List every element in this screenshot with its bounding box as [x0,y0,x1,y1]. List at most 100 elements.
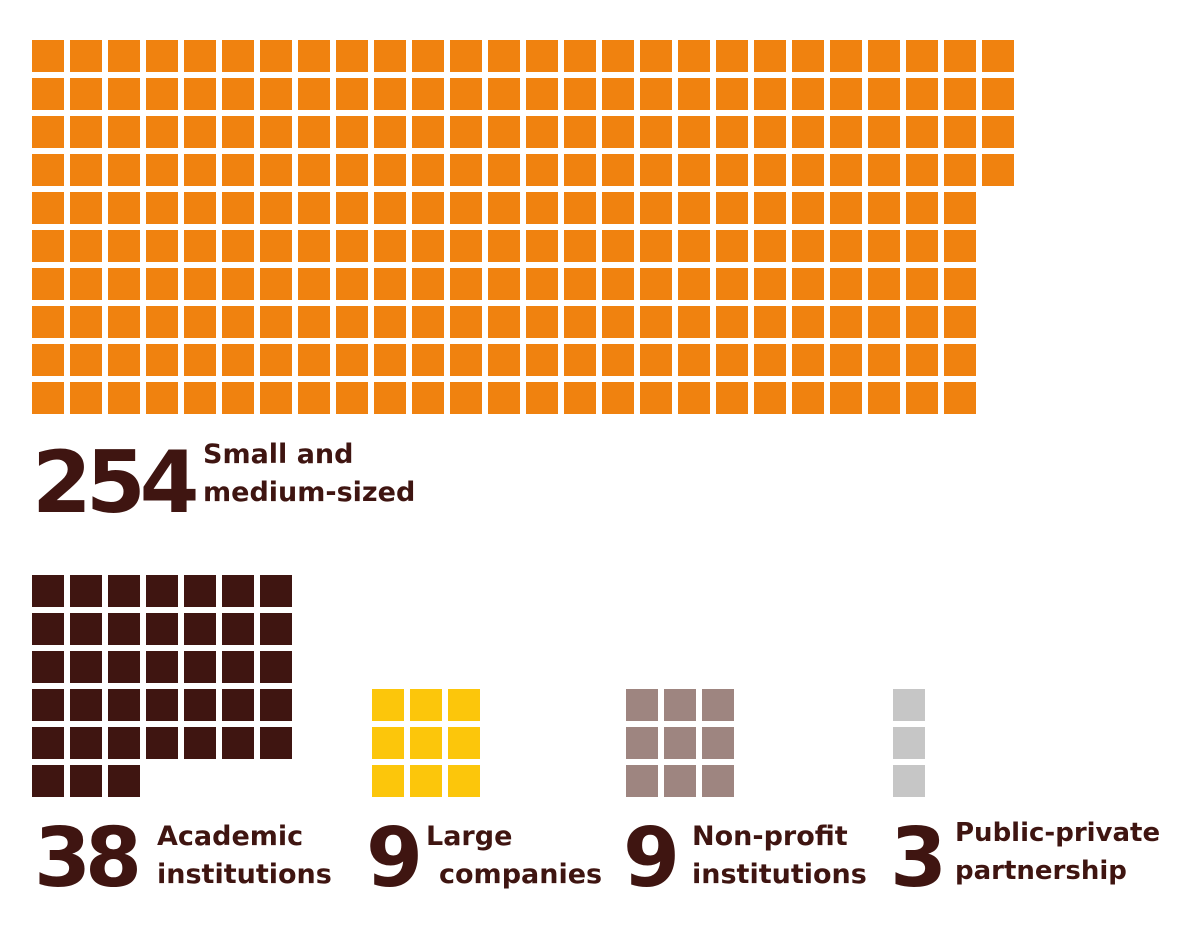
waffle-square-academic [260,575,292,607]
label-line: institutions [692,859,867,890]
waffle-square-sme [716,116,748,148]
waffle-square-sme [944,344,976,376]
label-line: Academic [157,821,304,852]
waffle-square-sme [412,78,444,110]
waffle-square-sme [754,382,786,414]
waffle-square-sme [184,154,216,186]
waffle-square-sme [944,268,976,300]
waffle-square-sme [260,306,292,338]
waffle-square-sme [564,344,596,376]
waffle-square-ppp [893,727,925,759]
waffle-square-sme [450,40,482,72]
waffle-square-sme [222,78,254,110]
waffle-square-sme [146,306,178,338]
waffle-square-academic [260,651,292,683]
waffle-square-sme [830,40,862,72]
waffle-square-large [448,765,480,797]
waffle-square-sme [450,268,482,300]
waffle-square-sme [412,268,444,300]
waffle-square-sme [488,154,520,186]
waffle-square-sme [488,382,520,414]
waffle-square-sme [792,268,824,300]
waffle-square-sme [906,78,938,110]
waffle-square-sme [526,192,558,224]
label-small-medium-sized: Small and medium-sized [203,436,415,512]
waffle-square-sme [298,344,330,376]
waffle-square-sme [70,382,102,414]
waffle-square-sme [716,344,748,376]
waffle-square-academic [184,613,216,645]
waffle-square-sme [944,154,976,186]
waffle-square-sme [184,344,216,376]
count-non-profit-institutions: 9 [623,811,680,906]
waffle-square-nonprofit [664,689,696,721]
waffle-square-sme [526,78,558,110]
waffle-square-sme [716,230,748,262]
waffle-square-academic [184,575,216,607]
waffle-square-sme [70,268,102,300]
waffle-square-sme [488,116,520,148]
waffle-square-academic [260,689,292,721]
label-line: companies [439,859,603,890]
waffle-square-sme [868,78,900,110]
count-public-private-partnership: 3 [890,811,947,906]
waffle-square-sme [450,116,482,148]
waffle-square-sme [450,344,482,376]
waffle-square-sme [640,116,672,148]
waffle-square-sme [602,40,634,72]
waffle-square-sme [716,306,748,338]
waffle-square-sme [526,40,558,72]
waffle-square-sme [754,306,786,338]
waffle-square-sme [146,116,178,148]
waffle-square-sme [792,306,824,338]
waffle-square-sme [754,344,786,376]
waffle-square-academic [32,689,64,721]
waffle-square-sme [412,306,444,338]
waffle-square-sme [374,230,406,262]
waffle-square-academic [70,575,102,607]
waffle-square-sme [906,230,938,262]
waffle-square-academic [70,765,102,797]
waffle-square-sme [412,382,444,414]
waffle-square-sme [32,40,64,72]
waffle-square-sme [260,230,292,262]
waffle-square-sme [412,40,444,72]
waffle-square-sme [982,78,1014,110]
waffle-square-sme [374,192,406,224]
waffle-square-sme [602,306,634,338]
waffle-square-sme [678,154,710,186]
label-public-private-partnership: Public-private partnership [955,814,1160,890]
waffle-square-sme [32,382,64,414]
waffle-square-sme [640,382,672,414]
waffle-square-sme [716,382,748,414]
waffle-square-sme [298,268,330,300]
waffle-square-sme [716,268,748,300]
waffle-square-sme [374,268,406,300]
waffle-square-sme [602,268,634,300]
waffle-square-academic [108,575,140,607]
waffle-public-private-partnership [893,689,925,797]
waffle-square-sme [678,306,710,338]
waffle-square-sme [488,230,520,262]
waffle-square-academic [70,689,102,721]
waffle-square-sme [32,116,64,148]
waffle-square-sme [640,344,672,376]
waffle-square-sme [336,306,368,338]
waffle-square-sme [640,40,672,72]
waffle-square-sme [108,116,140,148]
waffle-square-sme [336,382,368,414]
waffle-square-sme [564,382,596,414]
count-large-companies: 9 [366,811,423,906]
waffle-square-academic [222,651,254,683]
waffle-square-academic [260,613,292,645]
waffle-square-academic [108,765,140,797]
waffle-academic-institutions [32,575,292,797]
waffle-square-sme [32,192,64,224]
waffle-square-academic [108,613,140,645]
waffle-square-sme [640,306,672,338]
waffle-square-sme [944,230,976,262]
waffle-square-sme [336,78,368,110]
waffle-square-sme [108,40,140,72]
waffle-square-sme [146,230,178,262]
